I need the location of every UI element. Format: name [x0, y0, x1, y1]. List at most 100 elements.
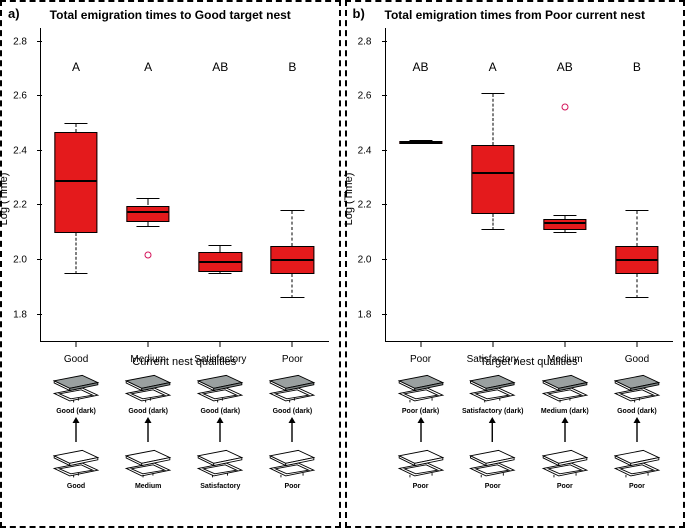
schematics: Poor (dark) Poor Satisfactory (dark) Poor… [385, 370, 674, 520]
outlier-point [145, 251, 152, 258]
group-letter: A [144, 60, 152, 74]
y-axis-label: Log (Time) [343, 173, 355, 226]
plot-area: Log (Time)1.82.02.22.42.62.8GoodMediumSa… [6, 28, 329, 370]
arrow-up-icon [142, 415, 154, 445]
nest-top-icon [467, 370, 519, 406]
nest-bottom-label: Poor [413, 483, 429, 490]
group-letter: AB [413, 60, 429, 74]
panel-tag: b) [353, 6, 365, 21]
x-tick [420, 342, 421, 347]
nest-top-label: Good (dark) [56, 408, 96, 415]
whisker-upper [492, 94, 493, 146]
nest-bottom-label: Poor [629, 483, 645, 490]
nest-bottom-label: Medium [135, 483, 161, 490]
median-line [272, 259, 313, 261]
x-axis-label: Current nest qualities [40, 356, 329, 368]
x-tick [636, 342, 637, 347]
whisker-cap [625, 210, 648, 211]
arrow-up-icon [415, 415, 427, 445]
whisker-upper [636, 211, 637, 246]
whisker-cap [65, 123, 88, 124]
nest-top-label: Good (dark) [617, 408, 657, 415]
whisker-cap [553, 215, 576, 216]
nest-bottom-label: Poor [557, 483, 573, 490]
nest-bottom-icon [50, 445, 102, 481]
nest-top-icon [194, 370, 246, 406]
nest-top-icon [266, 370, 318, 406]
whisker-cap [209, 245, 232, 246]
whisker-upper [148, 199, 149, 206]
whisker-lower [492, 214, 493, 230]
nest-bottom-icon [539, 445, 591, 481]
group-letter: A [72, 60, 80, 74]
y-tick-label: 2.0 [358, 255, 386, 266]
whisker-cap [281, 210, 304, 211]
schematic-column: Good (dark) Poor [266, 370, 318, 520]
box [399, 141, 442, 144]
box [271, 246, 314, 273]
group-letter: A [489, 60, 497, 74]
y-tick-label: 2.4 [13, 145, 41, 156]
plot-region: AAABB [40, 28, 329, 342]
plot-area: Log (Time)1.82.02.22.42.62.8PoorSatisfac… [351, 28, 674, 370]
nest-bottom-icon [122, 445, 174, 481]
y-tick-label: 1.8 [13, 309, 41, 320]
whisker-upper [76, 124, 77, 132]
whisker-cap [209, 273, 232, 274]
median-line [200, 261, 241, 263]
median-line [128, 211, 169, 213]
schematic-column: Poor (dark) Poor [395, 370, 447, 520]
panel-title: Total emigration times from Poor current… [347, 8, 684, 22]
nest-top-icon [50, 370, 102, 406]
group-letter: B [633, 60, 641, 74]
arrow-up-icon [286, 415, 298, 445]
schematic-column: Good (dark) Poor [611, 370, 663, 520]
arrow-up-icon [559, 415, 571, 445]
median-line [472, 172, 513, 174]
y-tick-label: 2.2 [358, 200, 386, 211]
outlier-point [561, 104, 568, 111]
group-letter: AB [212, 60, 228, 74]
y-tick-label: 1.8 [358, 309, 386, 320]
x-axis-label: Target nest qualities [385, 356, 674, 368]
nest-bottom-label: Poor [284, 483, 300, 490]
x-tick [492, 342, 493, 347]
nest-bottom-label: Good [67, 483, 85, 490]
nest-bottom-label: Poor [485, 483, 501, 490]
median-line [55, 180, 96, 182]
x-tick [564, 342, 565, 347]
median-line [544, 222, 585, 224]
nest-top-icon [395, 370, 447, 406]
nest-top-icon [611, 370, 663, 406]
whisker-lower [292, 274, 293, 299]
plot-region: ABAABB [385, 28, 674, 342]
panel-title: Total emigration times to Good target ne… [2, 8, 339, 22]
figure: a)Total emigration times to Good target … [0, 0, 685, 528]
panel-a: a)Total emigration times to Good target … [0, 0, 341, 528]
whisker-cap [481, 229, 504, 230]
box [615, 246, 658, 273]
whisker-lower [76, 233, 77, 274]
arrow-up-icon [631, 415, 643, 445]
nest-bottom-label: Satisfactory [200, 483, 240, 490]
arrow-up-icon [70, 415, 82, 445]
nest-bottom-icon [467, 445, 519, 481]
whisker-cap [65, 273, 88, 274]
whisker-lower [636, 274, 637, 299]
y-tick-label: 2.2 [13, 200, 41, 211]
nest-top-label: Satisfactory (dark) [462, 408, 523, 415]
nest-bottom-icon [395, 445, 447, 481]
panel-b: b)Total emigration times from Poor curre… [345, 0, 685, 528]
whisker-cap [481, 93, 504, 94]
box [471, 145, 514, 213]
whisker-cap [281, 297, 304, 298]
whisker-cap [137, 198, 160, 199]
nest-top-icon [122, 370, 174, 406]
arrow-up-icon [214, 415, 226, 445]
box [199, 252, 242, 272]
schematics: Good (dark) GoodGood (dark) Medium Good (… [40, 370, 329, 520]
panel-tag: a) [8, 6, 20, 21]
schematic-column: Good (dark) Good [50, 370, 102, 520]
box [54, 132, 97, 233]
box [127, 206, 170, 222]
